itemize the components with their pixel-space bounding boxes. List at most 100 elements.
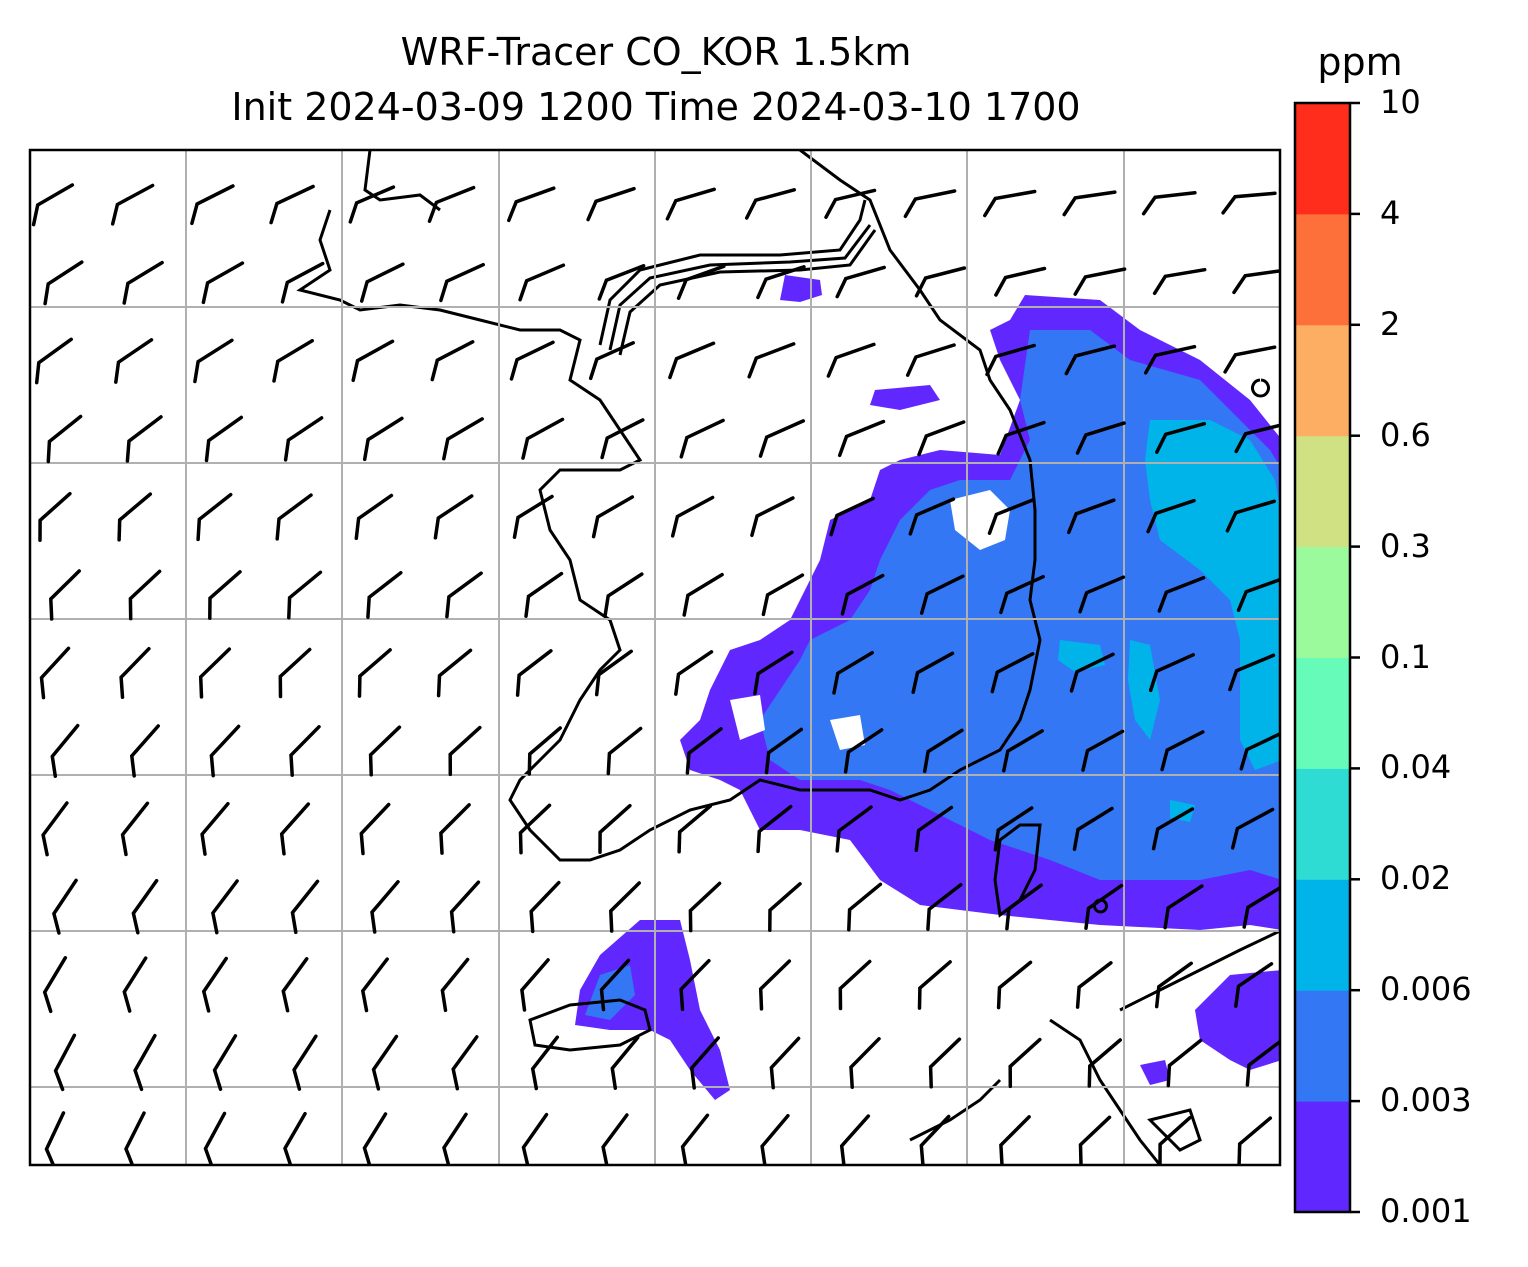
wind-barb-icon <box>758 959 792 1011</box>
wind-barb-icon <box>601 1113 629 1165</box>
wind-barb-icon <box>837 419 886 458</box>
wind-barb-icon <box>1072 806 1114 851</box>
wind-barb-icon <box>919 574 965 615</box>
wind-barb-icon <box>1075 421 1126 455</box>
wind-barb-icon <box>688 881 722 933</box>
wind-barb-icon <box>676 264 726 300</box>
colorbar-segment <box>1295 768 1350 880</box>
wind-barb-icon <box>283 416 324 462</box>
wind-barb-icon <box>769 1036 801 1090</box>
wind-barb-icon <box>122 260 164 305</box>
wind-barb-icon <box>999 574 1045 615</box>
wind-barb-icon <box>994 266 1047 297</box>
wind-barb-icon <box>208 570 242 620</box>
colorbar-tick-label: 0.001 <box>1380 1192 1472 1230</box>
wind-barb-icon <box>366 570 403 619</box>
colorbar-segment <box>1295 324 1350 437</box>
wind-barb-icon <box>114 338 154 384</box>
wind-barb-icon <box>292 1034 318 1091</box>
wind-barb-icon <box>744 188 797 220</box>
wind-barb-icon <box>521 1112 549 1165</box>
colorbar-tick-label: 10 <box>1380 83 1421 121</box>
wind-barb-icon <box>439 262 485 303</box>
wind-barb-icon <box>281 957 309 1013</box>
wind-barb-icon <box>283 1111 307 1165</box>
wind-barb-icon <box>588 341 635 381</box>
wind-barb-icon <box>368 725 402 777</box>
wind-barb-icon <box>1078 575 1126 614</box>
wind-barb-icon <box>348 185 396 224</box>
wind-barb-icon <box>357 648 392 698</box>
wind-barb-icon <box>753 650 794 696</box>
wind-barb-icon <box>999 1115 1031 1165</box>
wind-barb-icon <box>530 1035 560 1091</box>
wind-barb-icon <box>677 804 713 854</box>
wind-barb-icon <box>928 1037 962 1089</box>
wind-barb-icon <box>50 723 80 778</box>
wind-barb-icon <box>509 340 555 381</box>
wind-barb-icon <box>987 497 1036 535</box>
wind-barb-icon <box>1154 961 1193 1009</box>
wind-barb-icon <box>1155 421 1207 454</box>
wind-barb-icon <box>204 415 244 463</box>
wind-barb-icon <box>996 420 1046 456</box>
colorbar-tick-label: 0.6 <box>1380 415 1431 454</box>
wind-barb-icon <box>1245 1039 1280 1087</box>
wind-barb-icon <box>835 265 886 299</box>
wind-barb-icon <box>359 262 405 303</box>
wind-barb-icon <box>1221 191 1277 215</box>
map-title-line-2: Init 2024-03-09 1200 Time 2024-03-10 170… <box>231 85 1081 129</box>
wind-barb-icon <box>439 803 471 855</box>
wind-barb-icon <box>1141 190 1197 216</box>
wind-barb-icon <box>1242 885 1280 929</box>
wind-barb-icon <box>922 728 964 774</box>
wind-barb-icon <box>832 650 874 695</box>
colorbar-segment <box>1295 657 1350 769</box>
wind-barb-icon <box>756 804 793 854</box>
wind-barb-icon <box>679 418 725 459</box>
wind-barb-icon <box>609 881 641 933</box>
wind-barb-icon <box>124 1111 146 1165</box>
wind-barb-icon <box>1157 576 1206 613</box>
colorbar-tick-label: 0.04 <box>1380 748 1452 787</box>
wind-barb-icon <box>290 879 320 935</box>
wind-barb-icon <box>117 492 153 542</box>
wind-barb-icon <box>42 956 68 1014</box>
colorbar-tick-label: 0.3 <box>1380 526 1431 565</box>
wind-barb-icon <box>133 1033 157 1092</box>
colorbar-tick-label: 2 <box>1380 304 1401 343</box>
wind-barb-icon <box>599 958 631 1012</box>
wind-barb-icon <box>600 418 645 460</box>
wind-barb-icon <box>125 415 163 463</box>
wind-barb-icon <box>1062 190 1117 217</box>
wind-barb-icon <box>119 646 151 700</box>
wind-barb-icon <box>448 725 482 777</box>
map-frame <box>28 148 1282 1167</box>
colorbar-tick-label: 0.02 <box>1380 859 1452 898</box>
wind-barb-icon <box>449 880 481 934</box>
wind-barb-icon <box>211 879 239 935</box>
wind-barb-field <box>31 183 1280 1165</box>
wind-barb-icon <box>1151 807 1195 851</box>
wind-barb-icon <box>122 956 148 1013</box>
wind-barb-icon <box>201 956 228 1013</box>
wind-barb-icon <box>53 1033 77 1092</box>
wind-barb-icon <box>354 493 394 541</box>
wind-barb-icon <box>433 494 474 540</box>
map-title-line-1: WRF-Tracer CO_KOR 1.5km <box>400 30 912 74</box>
wind-barb-icon <box>839 1114 871 1165</box>
wind-barb-icon <box>591 495 635 539</box>
coastline-icon <box>296 150 1280 1165</box>
wind-barb-icon <box>38 491 72 543</box>
wind-barb-icon <box>990 652 1035 694</box>
wind-barb-icon <box>917 960 952 1010</box>
wind-barb-icon <box>131 878 159 935</box>
wind-barb-icon <box>34 337 73 385</box>
wind-barb-icon <box>1084 883 1124 930</box>
colorbar <box>1293 101 1360 1214</box>
wind-barb-icon <box>682 572 724 617</box>
wind-barb-icon <box>529 880 561 934</box>
wind-barb-icon <box>674 650 714 696</box>
map-gridlines <box>30 150 1280 1165</box>
